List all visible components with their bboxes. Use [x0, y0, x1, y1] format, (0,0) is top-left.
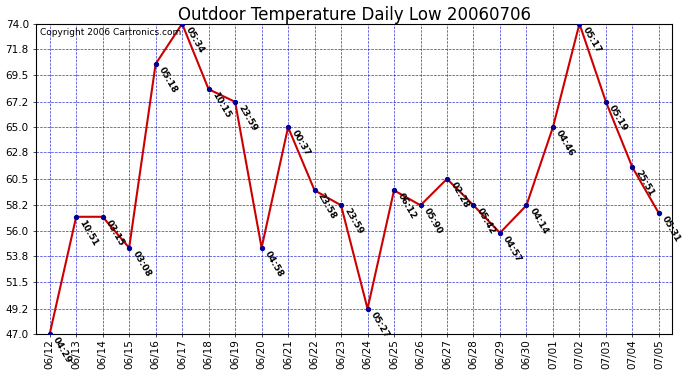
- Point: [150, 61, 161, 67]
- Text: 23:58: 23:58: [316, 192, 338, 221]
- Text: 05:90: 05:90: [422, 207, 444, 236]
- Point: [335, 202, 346, 208]
- Title: Outdoor Temperature Daily Low 20060706: Outdoor Temperature Daily Low 20060706: [178, 6, 531, 24]
- Text: 05:27: 05:27: [369, 310, 391, 339]
- Point: [309, 188, 320, 194]
- Point: [388, 188, 400, 194]
- Text: 10:51: 10:51: [77, 218, 99, 248]
- Point: [177, 21, 188, 27]
- Point: [44, 331, 55, 337]
- Text: 04:58: 04:58: [263, 249, 285, 279]
- Text: 05:42: 05:42: [475, 207, 497, 236]
- Text: 05:31: 05:31: [660, 215, 682, 244]
- Text: 05:18: 05:18: [157, 65, 179, 94]
- Text: 04:46: 04:46: [554, 129, 577, 158]
- Text: 03:08: 03:08: [130, 249, 152, 278]
- Text: 04:57: 04:57: [502, 234, 524, 264]
- Point: [495, 230, 506, 236]
- Text: 23:59: 23:59: [342, 207, 364, 236]
- Text: 00:37: 00:37: [290, 129, 311, 158]
- Point: [70, 214, 81, 220]
- Text: Copyright 2006 Cartronics.com: Copyright 2006 Cartronics.com: [39, 28, 181, 38]
- Point: [574, 21, 585, 27]
- Text: 05:17: 05:17: [581, 25, 603, 54]
- Text: 23:59: 23:59: [237, 103, 259, 133]
- Text: 10:15: 10:15: [210, 91, 232, 120]
- Point: [627, 164, 638, 170]
- Text: 04:14: 04:14: [528, 207, 550, 236]
- Text: 05:34: 05:34: [184, 25, 206, 54]
- Point: [362, 306, 373, 312]
- Text: 25:51: 25:51: [634, 169, 656, 198]
- Point: [521, 202, 532, 208]
- Point: [415, 202, 426, 208]
- Point: [283, 124, 294, 130]
- Point: [203, 86, 214, 92]
- Point: [653, 210, 664, 216]
- Text: 06:12: 06:12: [395, 192, 417, 221]
- Text: 03:15: 03:15: [104, 218, 126, 248]
- Point: [256, 245, 267, 251]
- Point: [600, 99, 611, 105]
- Point: [442, 176, 453, 182]
- Point: [230, 99, 241, 105]
- Point: [547, 124, 558, 130]
- Point: [97, 214, 108, 220]
- Point: [124, 245, 135, 251]
- Text: 02:28: 02:28: [448, 180, 471, 210]
- Text: 05:19: 05:19: [607, 103, 629, 132]
- Text: 04:29: 04:29: [51, 335, 73, 365]
- Point: [468, 202, 479, 208]
